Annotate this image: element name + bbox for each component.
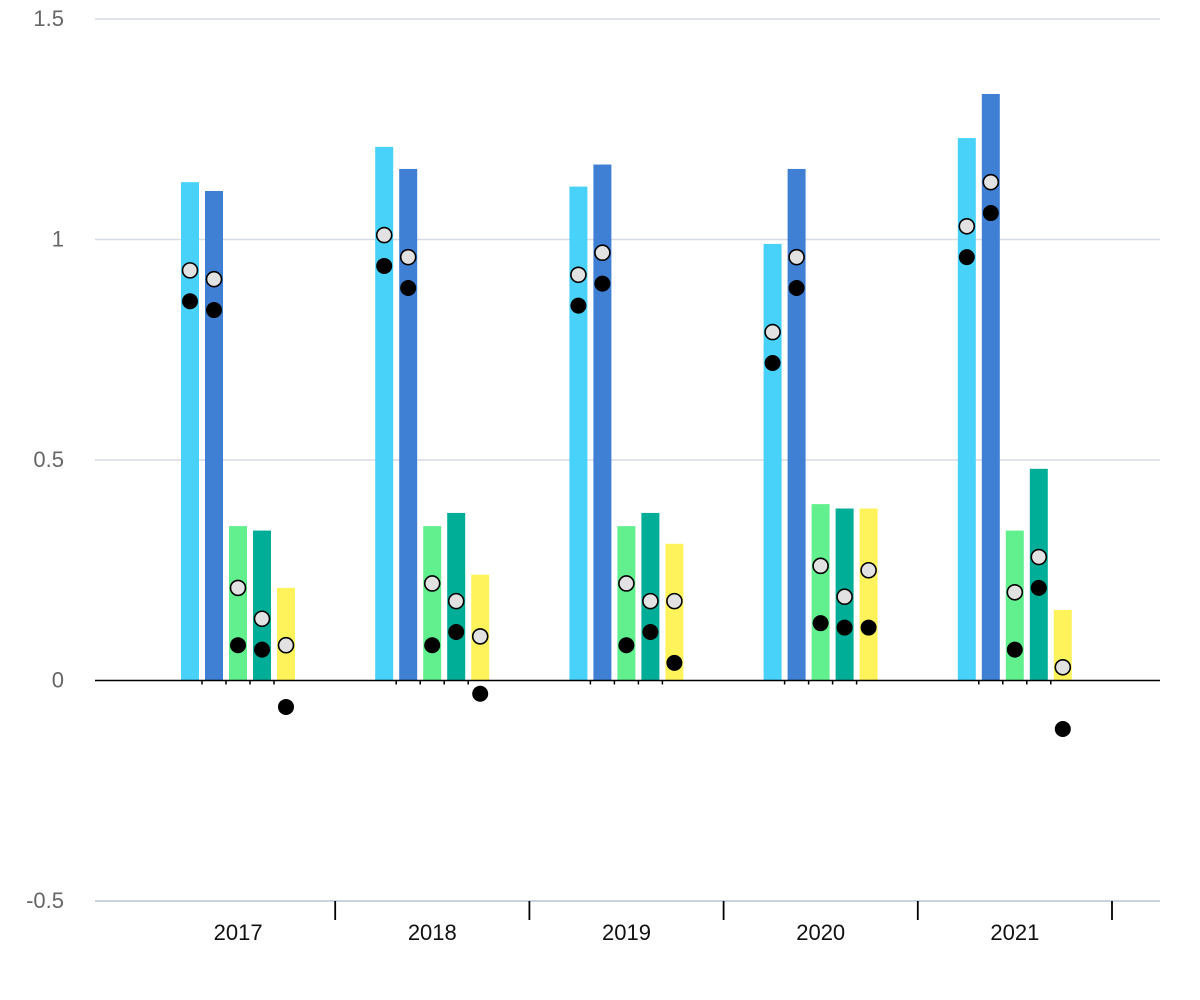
bar — [665, 543, 684, 681]
marker-open — [1006, 583, 1024, 601]
marker-filled — [836, 619, 853, 636]
marker-open — [423, 575, 441, 592]
bar — [423, 526, 442, 681]
marker-open — [958, 217, 976, 235]
x-tick-label: 2018 — [408, 920, 457, 945]
marker-filled — [642, 623, 659, 640]
marker-filled — [788, 280, 805, 297]
bar — [957, 138, 976, 681]
marker-filled — [1030, 579, 1047, 596]
marker-open — [812, 557, 829, 575]
bar — [617, 526, 636, 681]
marker-filled — [376, 257, 393, 274]
y-tick-label: 1 — [52, 227, 64, 252]
marker-filled — [666, 654, 683, 671]
bar — [471, 574, 490, 681]
markers — [181, 173, 1072, 738]
bar — [859, 508, 878, 681]
marker-open — [471, 628, 489, 645]
marker-open — [399, 248, 417, 266]
marker-filled — [570, 297, 587, 314]
bar — [375, 146, 394, 681]
marker-open — [277, 636, 295, 654]
marker-open — [764, 323, 781, 341]
x-tick-label: 2020 — [796, 920, 845, 945]
axes — [95, 679, 1160, 920]
marker-open — [1030, 548, 1048, 566]
bar — [229, 526, 247, 681]
y-tick-label: -0.5 — [26, 888, 64, 913]
tick-labels: 1.5 1 0.5 0 -0.5 2017 2018 2019 2020 2021 — [26, 6, 1039, 945]
marker-open — [375, 226, 393, 244]
marker-filled — [618, 637, 635, 654]
x-tick-label: 2017 — [214, 920, 263, 945]
marker-filled — [860, 619, 877, 636]
marker-filled — [958, 249, 975, 266]
bar — [569, 186, 588, 681]
bar — [253, 530, 271, 681]
bar — [763, 243, 782, 681]
marker-open — [181, 262, 199, 279]
marker-open — [642, 592, 659, 610]
marker-open — [666, 592, 683, 610]
marker-open — [788, 248, 805, 266]
bar — [205, 190, 223, 681]
bar — [787, 168, 806, 681]
marker-filled — [278, 698, 294, 715]
marker-open — [229, 579, 247, 597]
marker-open — [205, 270, 223, 288]
marker-open — [570, 266, 587, 284]
bars — [181, 93, 1072, 681]
grid-lines — [95, 18, 1160, 902]
marker-open — [618, 575, 635, 592]
bar — [399, 168, 418, 681]
marker-filled — [206, 302, 222, 319]
marker-open — [982, 173, 1000, 191]
marker-filled — [982, 205, 999, 222]
x-tick-label: 2019 — [602, 920, 651, 945]
marker-filled — [424, 637, 441, 654]
marker-filled — [230, 637, 246, 654]
bar — [593, 164, 612, 681]
marker-filled — [400, 280, 417, 297]
bar — [277, 587, 295, 681]
marker-open — [1054, 658, 1072, 676]
marker-open — [860, 561, 877, 579]
marker-filled — [182, 293, 198, 310]
marker-filled — [448, 623, 465, 640]
y-tick-label: 0 — [52, 668, 64, 693]
y-tick-label: 1.5 — [33, 6, 64, 31]
marker-filled — [764, 354, 781, 371]
bar — [811, 504, 830, 681]
marker-open — [836, 588, 853, 606]
marker-filled — [254, 641, 270, 658]
marker-filled — [472, 685, 489, 702]
x-tick-label: 2021 — [990, 920, 1039, 945]
marker-open — [447, 592, 465, 610]
bar — [1005, 530, 1024, 681]
bar — [981, 93, 1000, 681]
marker-filled — [594, 275, 611, 292]
bar — [181, 182, 199, 681]
marker-filled — [812, 615, 829, 632]
bar — [1029, 468, 1048, 681]
marker-open — [594, 244, 611, 262]
marker-filled — [1054, 721, 1071, 738]
marker-filled — [1006, 641, 1023, 658]
y-tick-label: 0.5 — [33, 447, 64, 472]
marker-open — [253, 610, 271, 628]
